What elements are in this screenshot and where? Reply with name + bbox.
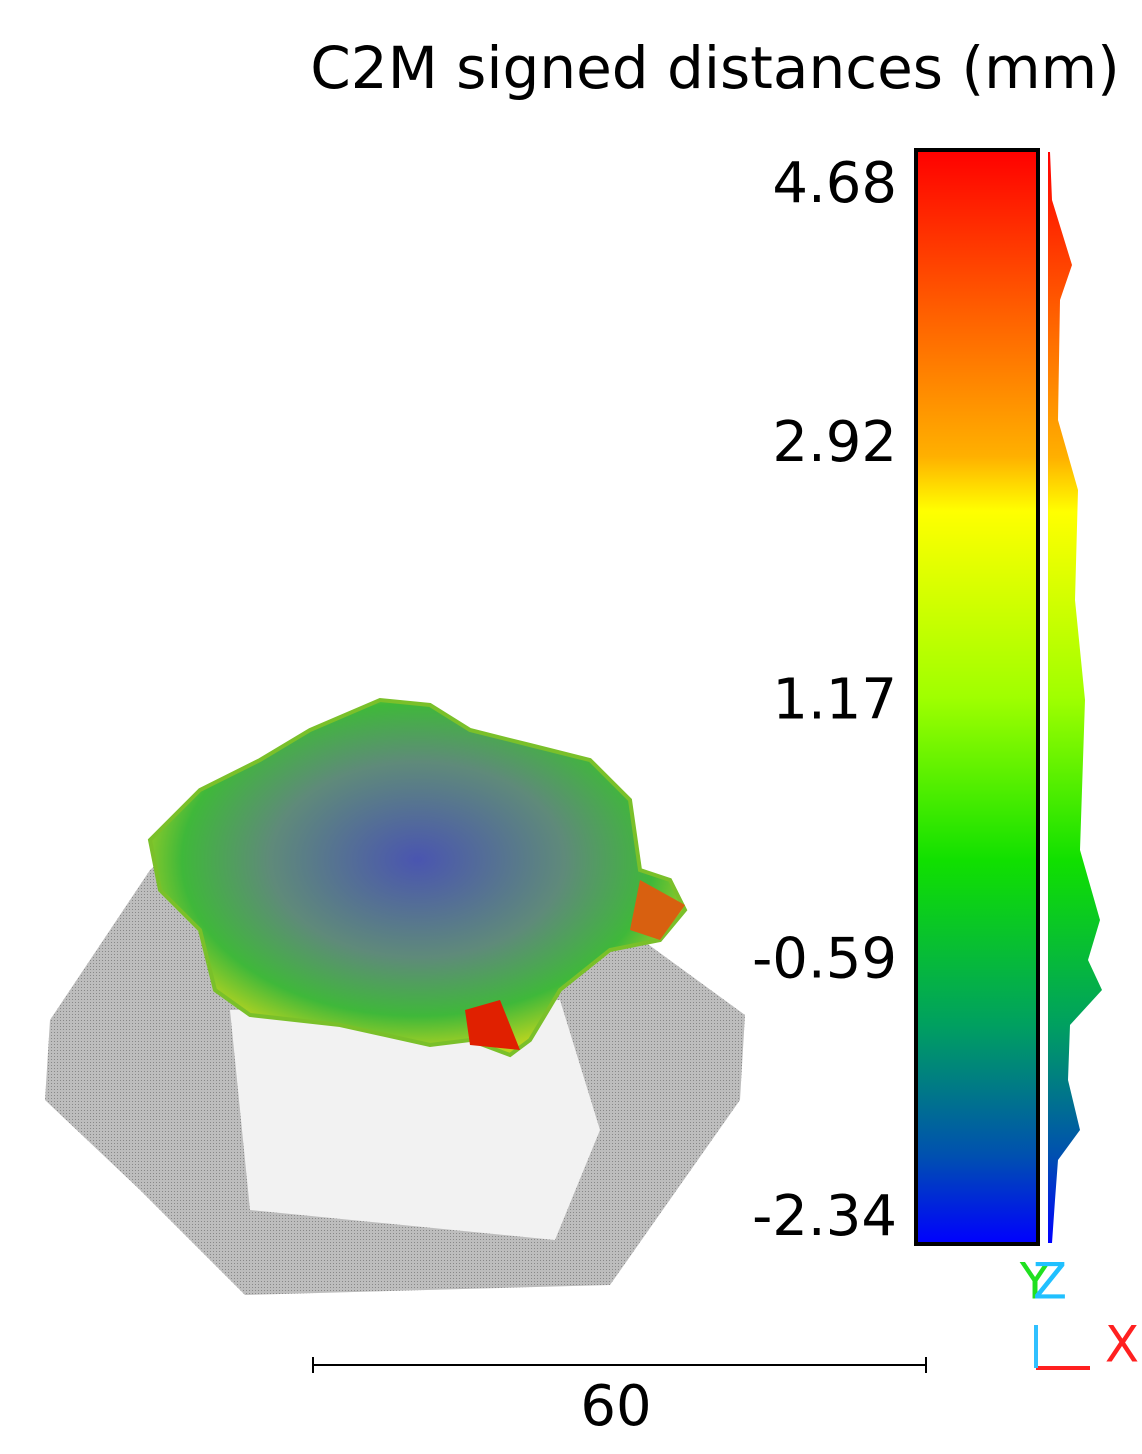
hotspot — [465, 1000, 520, 1050]
color-scale-tick-label: -2.34 — [752, 1184, 897, 1249]
scale-bar-label: 60 — [580, 1374, 651, 1439]
color-scale-tick-label: 1.17 — [772, 668, 897, 733]
title: C2M signed distances (mm) — [310, 34, 1119, 102]
mesh-face — [230, 1000, 600, 1240]
color-scale-tick-label: 2.92 — [772, 410, 897, 475]
y-axis-label: Y — [1019, 1253, 1051, 1311]
histogram — [1048, 152, 1102, 1243]
compared-cloud — [147, 697, 688, 1058]
z-axis-label: Z — [1033, 1253, 1067, 1311]
color-scale-tick-label: -0.59 — [752, 927, 897, 992]
model — [45, 697, 745, 1295]
color-scale-bar — [914, 148, 1040, 1246]
color-scale-tick-label: 4.68 — [772, 151, 897, 216]
x-axis-label: X — [1105, 1316, 1139, 1374]
hotspot — [630, 880, 685, 940]
